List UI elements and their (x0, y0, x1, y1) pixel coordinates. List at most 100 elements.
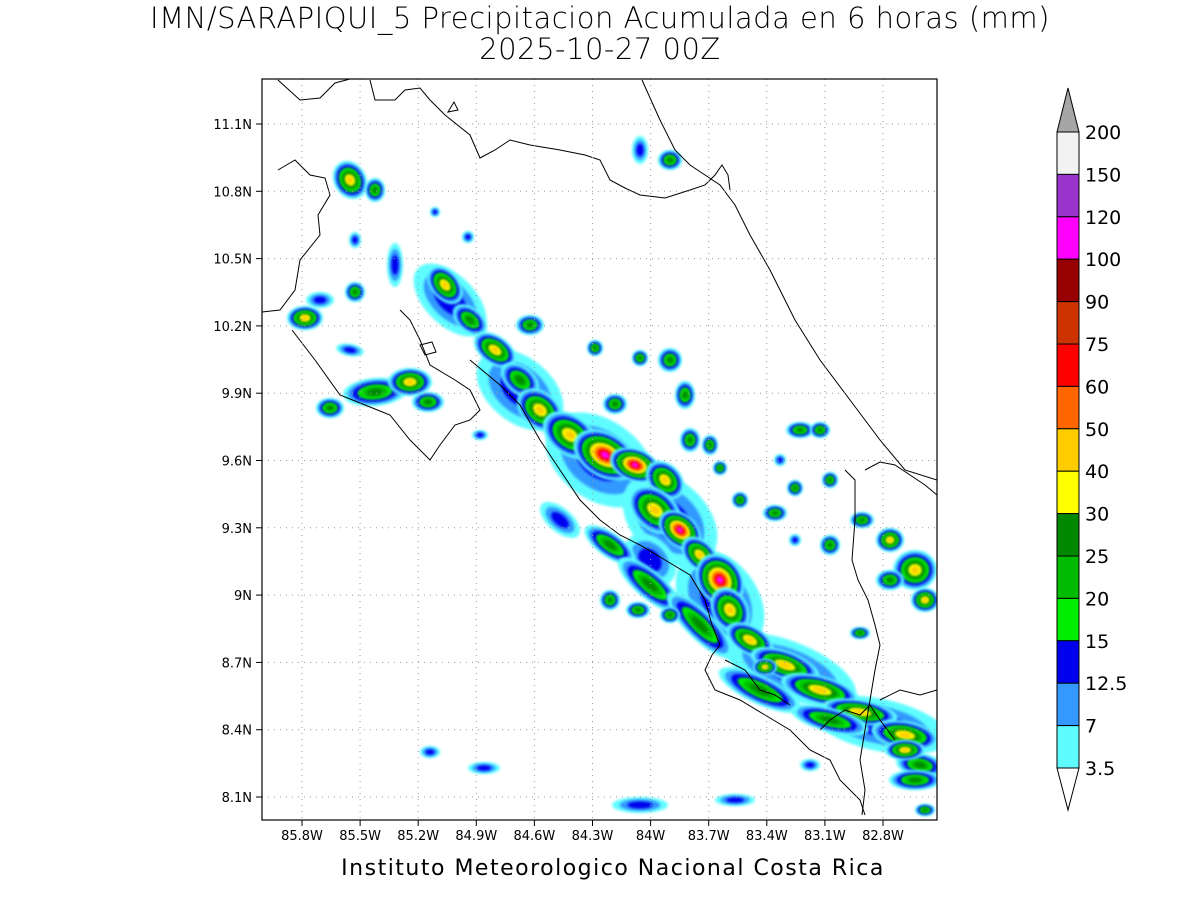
lat-tick-label: 10.2N (213, 320, 252, 335)
colorbar-level-label: 12.5 (1085, 673, 1127, 695)
lat-tick-label: 10.8N (213, 185, 252, 200)
rain-cell (345, 282, 365, 302)
colorbar-swatch (1056, 597, 1080, 642)
lon-tick-label: 83.1W (804, 829, 846, 844)
colorbar-level-label: 3.5 (1085, 758, 1115, 780)
rain-cell (612, 797, 668, 813)
rain-cell (365, 178, 385, 202)
rain-cell (626, 602, 650, 618)
colorbar-level-label: 90 (1085, 292, 1109, 314)
colorbar-level-label: 100 (1085, 249, 1121, 271)
rain-cell (349, 232, 361, 248)
rain-cell-band (781, 672, 859, 708)
border-nicaragua (369, 79, 731, 199)
lon-tick-label: 82.8W (862, 829, 904, 844)
rain-cell (763, 505, 787, 521)
rain-cell (702, 435, 718, 455)
rain-cell-band (609, 447, 661, 483)
colorbar-level-label: 60 (1085, 376, 1109, 398)
rain-cell (774, 454, 786, 466)
rain-cell (306, 292, 334, 308)
lon-tick-label: 84W (636, 829, 666, 844)
colorbar-swatch (1056, 513, 1080, 557)
colorbar-level-label: 7 (1085, 716, 1097, 738)
rain-cell (387, 243, 403, 287)
border-panama (844, 469, 881, 816)
rain-cell (632, 350, 648, 366)
lat-tick-label: 8.7N (222, 656, 252, 671)
lat-tick-label: 9.6N (222, 455, 252, 470)
colorbar-arrow-top (1056, 87, 1080, 133)
rain-cell-band (427, 265, 463, 305)
coastline-pacific (469, 359, 866, 816)
axis-labels: 11.1N 10.8N 10.5N 10.2N 9.9N 9.6N 9.3N 9N 8.7N 8.… (213, 118, 904, 844)
rain-cell (603, 394, 627, 414)
colorbar-level-label: 50 (1085, 419, 1109, 441)
rain-cell (893, 550, 937, 590)
colorbar-swatch (1056, 216, 1080, 260)
colorbar-swatch (1056, 682, 1080, 727)
lon-tick-label: 85.2W (397, 829, 439, 844)
rain-cell (876, 528, 904, 552)
colorbar-level-label: 120 (1085, 207, 1121, 229)
colorbar-swatch (1056, 470, 1080, 515)
rain-cell-band (500, 362, 540, 398)
colorbar-legend: 3.5 7 12.5 15 20 25 30 40 50 60 75 90 100 120 150 200 (1056, 87, 1127, 812)
coastline-caribbean (641, 79, 937, 481)
rain-cell (820, 535, 840, 555)
rain-cell (786, 422, 814, 438)
rain-cell (600, 590, 620, 610)
lat-tick-label: 9.3N (222, 522, 252, 537)
rain-cell (658, 348, 682, 372)
rain-cell (316, 398, 344, 418)
rain-cell (850, 627, 870, 639)
rain-cell (516, 315, 544, 335)
rain-cell (889, 770, 937, 790)
rain-cell (787, 480, 803, 496)
rain-cell (713, 461, 727, 475)
colorbar-arrow-bottom (1056, 767, 1080, 812)
precipitation-field (287, 136, 937, 816)
lat-tick-label: 8.1N (222, 791, 252, 806)
rain-cell (420, 746, 440, 758)
chart-datetime: 2025-10-27 00Z (479, 32, 721, 66)
lon-tick-label: 83.4W (746, 829, 788, 844)
colorbar-level-label: 150 (1085, 164, 1121, 186)
lon-tick-label: 84.9W (455, 829, 497, 844)
rain-cell (658, 150, 682, 170)
rain-cell (332, 160, 368, 200)
rain-cell (915, 804, 935, 816)
rain-cell (468, 762, 500, 774)
island-chira (419, 341, 437, 356)
rain-cell (430, 207, 440, 217)
colorbar-level-label: 30 (1085, 504, 1109, 526)
coastline-borders (262, 79, 937, 816)
lon-tick-label: 85.8W (281, 829, 323, 844)
island-ometepe (446, 100, 459, 113)
rain-cell (715, 794, 755, 806)
colorbar-swatch (1056, 258, 1080, 303)
rain-cell-band (710, 587, 750, 633)
lon-tick-label: 83.7W (688, 829, 730, 844)
colorbar-level-label: 20 (1085, 588, 1109, 610)
chart-title: IMN/SARAPIQUI_5 Precipitacion Acumulada … (150, 1, 1050, 35)
lat-tick-label: 10.5N (213, 253, 252, 268)
rain-cell (789, 534, 801, 546)
axis-ticks (256, 123, 884, 826)
coastline-burica (819, 704, 896, 741)
lon-tick-label: 85.5W (339, 829, 381, 844)
rain-cell (587, 340, 603, 356)
coastline-bocas (864, 461, 937, 496)
colorbar-swatch (1056, 301, 1080, 345)
colorbar-swatch (1056, 725, 1080, 769)
rain-cell-pacific (666, 591, 734, 659)
rain-cell (800, 759, 820, 771)
rain-cell (753, 659, 777, 675)
colorbar-swatch (1056, 428, 1080, 472)
rain-cell (675, 381, 695, 409)
rain-cell-band (871, 720, 937, 750)
rain-cell (412, 392, 444, 412)
rain-cell (472, 430, 488, 440)
institution-credit: Instituto Meteorologico Nacional Costa R… (341, 856, 885, 881)
coastline-guanacaste (262, 159, 331, 313)
